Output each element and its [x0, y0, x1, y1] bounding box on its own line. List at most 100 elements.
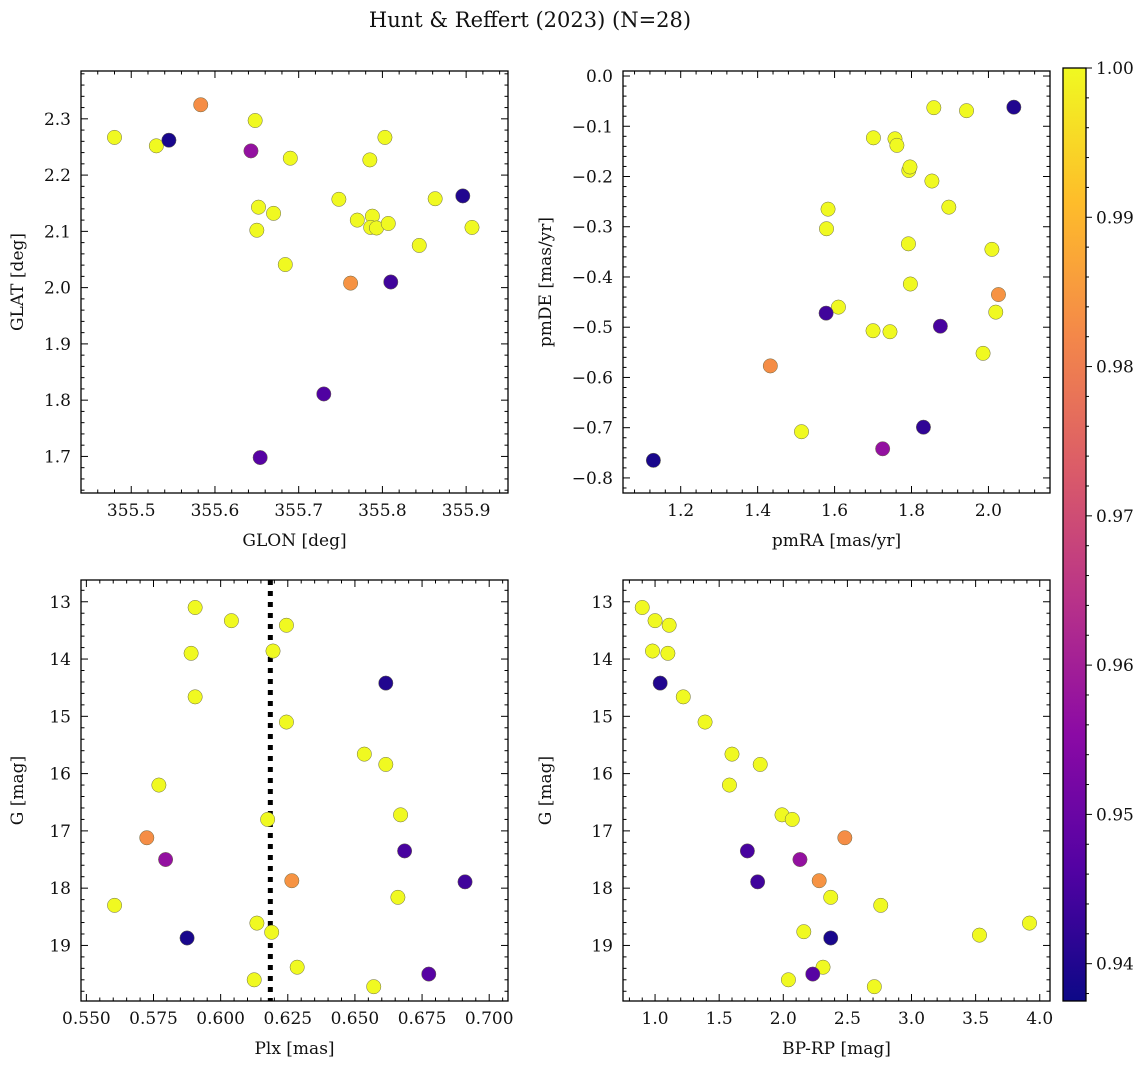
y-tick-label: 16: [49, 765, 71, 785]
x-axis-label: Plx [mas]: [254, 1039, 334, 1059]
y-tick-label: 1.9: [44, 335, 71, 355]
scatter-point: [277, 257, 293, 273]
y-tick-label: −0.4: [572, 268, 613, 288]
colorbar-frame: [1062, 67, 1087, 1002]
scatter-point: [284, 873, 300, 889]
scatter-point: [464, 219, 480, 235]
x-tick-label: 0.625: [263, 1009, 312, 1029]
scatter-point: [889, 137, 905, 153]
axes-frame: [80, 579, 509, 1002]
colorbar-tick-label: 0.95: [1096, 805, 1134, 825]
scatter-point: [411, 237, 427, 253]
y-tick-label: 18: [591, 879, 613, 899]
panel-pmra-pmde: 1.2 1.4 1.6 1.8 2.0 0.0 −0.1 −0.2 −0.3 −0.4 −0.5 −0…: [536, 67, 1051, 551]
x-tick-label: 1.5: [706, 1009, 733, 1029]
scatter-point: [873, 897, 889, 913]
y-axis-label: GLAT [deg]: [8, 233, 28, 331]
scatter-point: [383, 274, 399, 290]
colorbar-gradient: [1063, 68, 1086, 1001]
colorbar-tick-label: 0.96: [1096, 656, 1134, 676]
scatter-point: [380, 216, 396, 231]
y-tick-label: −0.6: [572, 368, 613, 388]
scatter-point: [378, 675, 394, 691]
y-tick-label: −0.1: [572, 117, 613, 137]
x-tick-label: 355.6: [191, 501, 240, 521]
scatter-point: [819, 221, 834, 237]
scatter-point: [265, 643, 281, 659]
scatter-point: [926, 100, 942, 116]
x-tick-label: 4.0: [1026, 1009, 1053, 1029]
y-tick-label: 17: [49, 822, 71, 842]
scatter-point: [675, 689, 691, 705]
scatter-point: [875, 441, 891, 457]
y-tick-label: 2.2: [44, 166, 71, 186]
scatter-points: [107, 600, 473, 995]
scatter-point: [421, 966, 437, 982]
scatter-point: [278, 714, 294, 730]
x-tick-label: 2.0: [975, 501, 1002, 521]
x-tick-label: 1.4: [744, 501, 771, 521]
scatter-point: [264, 924, 280, 940]
scatter-point: [647, 613, 663, 629]
scatter-point: [151, 777, 167, 793]
scatter-point: [249, 915, 265, 931]
colorbar-tick-label: 0.97: [1096, 507, 1134, 527]
scatter-point: [941, 199, 957, 215]
y-tick-label: 19: [49, 936, 71, 956]
y-tick-label: 1.7: [44, 447, 71, 467]
scatter-point: [792, 852, 808, 867]
scatter-point: [378, 756, 394, 772]
scatter-point: [183, 645, 199, 661]
scatter-point: [932, 318, 948, 334]
y-tick-label: 13: [49, 593, 71, 613]
colorbar-tick-label: 0.94: [1096, 955, 1134, 975]
y-tick-label: −0.3: [572, 218, 613, 238]
x-tick-label: 1.0: [642, 1009, 669, 1029]
scatter-point: [975, 345, 991, 361]
y-axis-label: G [mag]: [536, 756, 556, 825]
y-tick-label: −0.5: [572, 318, 613, 338]
x-tick-label: 2.0: [770, 1009, 797, 1029]
scatter-point: [366, 979, 382, 995]
scatter-point: [343, 275, 359, 291]
scatter-point: [362, 152, 378, 168]
scatter-points: [107, 97, 480, 466]
x-tick-label: 0.700: [465, 1009, 514, 1029]
x-tick-label: 3.0: [898, 1009, 925, 1029]
y-tick-label: 1.8: [44, 391, 71, 411]
scatter-point: [972, 927, 987, 943]
scatter-point: [959, 103, 974, 119]
scatter-point: [187, 600, 203, 615]
figure-title: Hunt & Reffert (2023) (N=28): [369, 8, 691, 32]
y-tick-label: 16: [591, 765, 613, 785]
x-tick-label: 3.5: [962, 1009, 989, 1029]
ticks: [80, 71, 508, 493]
x-tick-label: 355.8: [358, 501, 407, 521]
y-tick-label: 14: [49, 650, 71, 670]
scatter-point: [991, 287, 1006, 303]
scatter-point: [805, 966, 821, 982]
scatter-point: [750, 874, 766, 890]
y-tick-label: −0.8: [572, 469, 613, 489]
scatter-point: [246, 972, 262, 988]
y-axis-label: G [mag]: [8, 756, 28, 825]
scatter-point: [1006, 99, 1022, 115]
scatter-point: [187, 689, 203, 705]
scatter-point: [634, 600, 650, 615]
x-tick-label: 1.2: [667, 501, 694, 521]
scatter-point: [393, 807, 409, 823]
x-tick-label: 1.8: [898, 501, 925, 521]
scatter-point: [282, 150, 298, 166]
scatter-point: [820, 201, 836, 217]
colorbar-tick-label: 0.99: [1096, 208, 1134, 228]
x-tick-label: 0.675: [398, 1009, 447, 1029]
scatter-point: [796, 924, 812, 940]
scatter-point: [882, 324, 898, 340]
y-tick-label: 0.0: [586, 67, 613, 87]
scatter-point: [645, 643, 660, 659]
scatter-point: [455, 188, 471, 204]
axes-frame: [622, 579, 1051, 1002]
scatter-point: [107, 129, 122, 145]
scatter-point: [266, 205, 282, 221]
